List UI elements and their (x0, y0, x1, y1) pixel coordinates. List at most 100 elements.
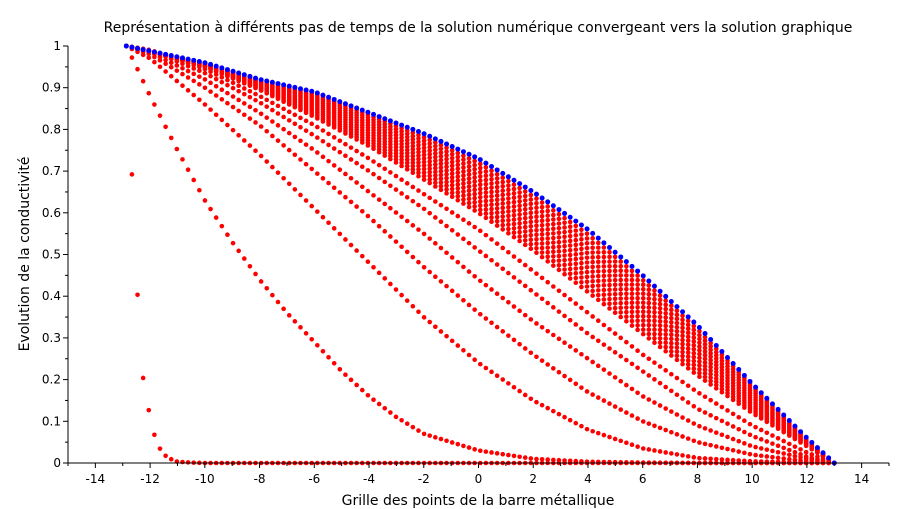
numeric-point (573, 275, 579, 281)
numeric-point (742, 450, 747, 456)
numeric-point (427, 159, 433, 164)
x-tick-label: 2 (529, 472, 537, 486)
numeric-point (685, 366, 691, 371)
numeric-point (528, 241, 534, 247)
numeric-point (191, 66, 197, 71)
numeric-point (640, 394, 646, 399)
numeric-point (584, 284, 590, 289)
numeric-point (427, 169, 433, 175)
numeric-point (489, 176, 494, 182)
numeric-point (584, 264, 590, 270)
numeric-point (685, 362, 691, 367)
numeric-point (556, 211, 562, 217)
analytic-point (792, 423, 798, 429)
numeric-point (466, 269, 472, 274)
numeric-point (438, 150, 444, 155)
numeric-point (646, 373, 652, 378)
analytic-point (764, 395, 770, 401)
numeric-point (371, 264, 376, 270)
numeric-point (388, 234, 393, 239)
numeric-point (652, 292, 657, 298)
numeric-point (500, 451, 506, 457)
numeric-point (140, 375, 146, 381)
numeric-point (612, 254, 618, 260)
numeric-point (343, 153, 348, 159)
numeric-point (713, 386, 719, 391)
numeric-point (275, 103, 281, 109)
numeric-point (719, 445, 725, 451)
numeric-point (500, 245, 506, 251)
numeric-point (579, 270, 584, 276)
numeric-point (433, 143, 438, 149)
numeric-point (461, 165, 466, 170)
numeric-point (663, 306, 668, 312)
numeric-point (399, 292, 404, 298)
numeric-point (461, 161, 466, 166)
numeric-point (595, 283, 601, 288)
numeric-point (202, 77, 208, 82)
numeric-point (472, 199, 477, 205)
numeric-point (455, 170, 461, 175)
numeric-point (595, 288, 601, 293)
numeric-point (427, 269, 433, 275)
numeric-point (421, 156, 427, 161)
numeric-point (433, 165, 438, 171)
numeric-point (410, 254, 416, 260)
numeric-point (230, 240, 236, 246)
numeric-point (775, 436, 781, 441)
numeric-point (511, 226, 517, 231)
analytic-point (466, 151, 472, 157)
numeric-point (669, 409, 674, 414)
numeric-point (348, 145, 354, 150)
numeric-point (337, 138, 343, 144)
numeric-point (770, 441, 775, 446)
numeric-point (331, 226, 337, 231)
numeric-point (708, 354, 713, 360)
analytic-point (803, 434, 809, 440)
numeric-point (494, 219, 500, 224)
numeric-point (635, 365, 640, 371)
numeric-point (433, 176, 438, 182)
numeric-point (511, 254, 517, 259)
analytic-point (674, 304, 680, 310)
numeric-point (562, 248, 567, 254)
numeric-point (567, 257, 573, 262)
numeric-point (713, 401, 719, 406)
numeric-point (657, 314, 663, 320)
numeric-point (618, 259, 624, 264)
numeric-point (618, 407, 624, 412)
numeric-point (646, 309, 652, 315)
numeric-point (315, 150, 320, 155)
numeric-point (618, 335, 624, 341)
numeric-point (444, 179, 449, 185)
numeric-point (404, 298, 410, 303)
numeric-point (444, 164, 449, 170)
numeric-point (534, 271, 539, 276)
numeric-point (674, 308, 680, 314)
numeric-point (539, 204, 545, 210)
numeric-point (646, 305, 652, 310)
numeric-point (612, 287, 618, 292)
numeric-point (539, 200, 545, 205)
numeric-point (253, 97, 258, 103)
numeric-point (629, 305, 635, 310)
numeric-point (685, 318, 691, 324)
numeric-point (534, 205, 539, 210)
numeric-point (595, 250, 601, 255)
numeric-point (275, 123, 281, 128)
numeric-point (472, 447, 477, 452)
y-axis-ticks: 00.10.20.30.40.50.60.70.80.91 (42, 39, 68, 470)
numeric-point (545, 279, 551, 285)
numeric-point (208, 107, 213, 112)
numeric-point (539, 232, 545, 237)
numeric-point (404, 134, 410, 140)
numeric-point (534, 236, 539, 242)
numeric-point (590, 359, 595, 365)
numeric-point (742, 441, 747, 446)
numeric-point (534, 245, 539, 251)
analytic-point (449, 144, 455, 150)
numeric-point (652, 377, 657, 382)
numeric-point (640, 318, 646, 323)
numeric-point (421, 191, 427, 197)
numeric-point (652, 400, 657, 405)
